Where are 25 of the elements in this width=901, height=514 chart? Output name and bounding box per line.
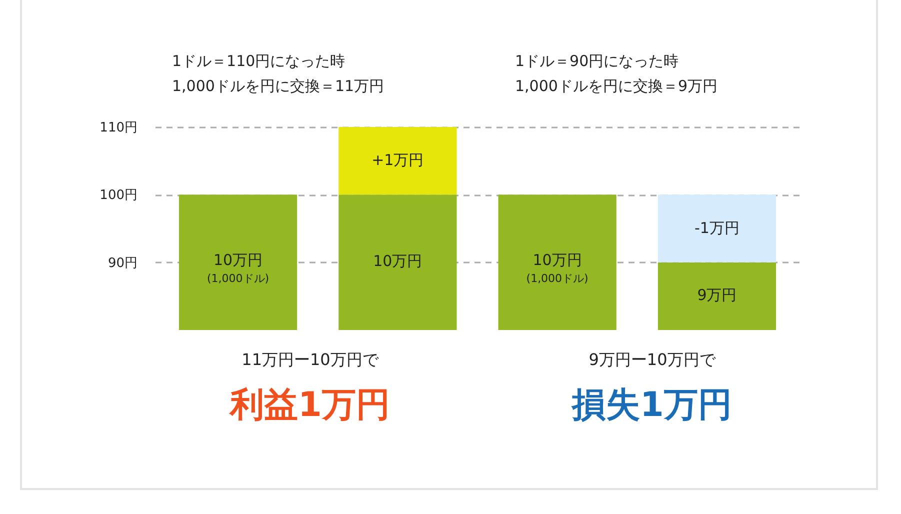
text: 利益1万円 xyxy=(230,384,390,427)
text: 9万円ー10万円で xyxy=(588,350,716,371)
text: 1ドル＝110円になった時 xyxy=(172,52,346,71)
annotation: -1万円 xyxy=(694,218,740,238)
annotation: +1万円 xyxy=(372,150,424,170)
annotation: (1,000ドル) xyxy=(206,271,270,286)
annotation: 10万円 xyxy=(532,251,582,270)
text: 11万円ー10万円で xyxy=(242,350,378,371)
annotation: 10万円 xyxy=(213,251,263,270)
text: 1ドル＝90円になった時 xyxy=(515,52,679,71)
text: 1,000ドルを円に交換＝9万円 xyxy=(515,77,718,96)
annotation: 10万円 xyxy=(373,252,422,272)
bar xyxy=(338,127,457,195)
bar xyxy=(178,194,298,330)
bar xyxy=(658,194,776,262)
y-tick-label: 100円 xyxy=(100,188,138,204)
bar xyxy=(338,194,457,330)
y-tick-label: 110円 xyxy=(100,120,138,136)
bar xyxy=(498,194,616,330)
bar xyxy=(658,262,776,330)
y-tick-label: 90円 xyxy=(108,256,138,271)
text: 1,000ドルを円に交換＝11万円 xyxy=(172,77,384,96)
annotation: (1,000ドル) xyxy=(526,271,588,286)
text: 損失1万円 xyxy=(572,384,732,427)
annotation: 9万円 xyxy=(697,286,737,306)
